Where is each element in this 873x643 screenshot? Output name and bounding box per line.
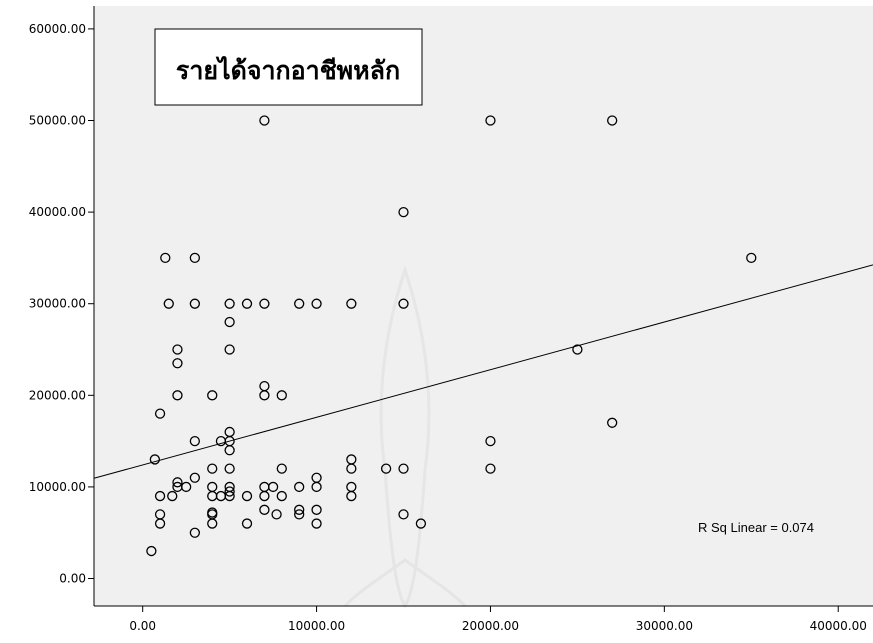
data-point — [154, 490, 166, 502]
data-point — [259, 298, 270, 309]
data-point — [259, 504, 270, 515]
data-point — [276, 390, 287, 401]
data-point — [224, 490, 235, 502]
data-point — [259, 490, 270, 502]
data-point — [485, 463, 496, 474]
y-tick-label: 60000.00 — [29, 22, 86, 36]
data-point — [189, 435, 201, 447]
data-point — [311, 504, 322, 515]
data-point — [294, 298, 305, 309]
data-point — [346, 298, 357, 309]
data-point — [398, 509, 409, 520]
x-tick-label: 10000.00 — [288, 619, 345, 633]
data-point — [172, 358, 183, 369]
data-point — [224, 298, 235, 309]
data-point — [224, 445, 235, 456]
r-squared-label: R Sq Linear = 0.074 — [698, 520, 814, 535]
data-point — [746, 252, 757, 264]
x-tick-label: 20000.00 — [462, 619, 519, 633]
regression-line — [93, 264, 873, 479]
data-point — [607, 417, 618, 428]
data-point — [346, 463, 357, 474]
fit-line-group — [93, 264, 873, 479]
y-tick-label: 20000.00 — [29, 388, 86, 402]
data-point — [276, 463, 287, 474]
data-point — [172, 390, 183, 401]
data-point — [485, 115, 496, 126]
x-tick-label: 0.00 — [129, 619, 156, 633]
data-point — [241, 490, 253, 502]
data-point — [572, 344, 583, 355]
data-point — [224, 463, 235, 474]
data-points — [146, 115, 757, 557]
data-point — [167, 490, 178, 502]
data-point — [380, 463, 392, 474]
data-point — [485, 435, 496, 447]
data-point — [311, 518, 322, 529]
data-point — [294, 481, 305, 493]
data-point — [149, 454, 161, 465]
data-point — [189, 472, 201, 483]
y-tick-label: 30000.00 — [29, 297, 86, 311]
data-point — [154, 408, 166, 419]
data-point — [189, 252, 201, 264]
data-point — [154, 518, 166, 529]
data-point — [415, 518, 427, 529]
title-box: รายได้จากอาชีพหลัก — [154, 28, 423, 106]
data-point — [207, 463, 218, 474]
data-point — [259, 390, 270, 401]
data-point — [160, 252, 171, 264]
data-point — [294, 509, 305, 520]
data-point — [241, 298, 253, 309]
data-point — [241, 518, 253, 529]
data-point — [398, 206, 409, 218]
chart-title: รายได้จากอาชีพหลัก — [176, 55, 400, 85]
data-point — [271, 509, 282, 520]
y-tick-label: 40000.00 — [29, 205, 86, 219]
data-point — [267, 481, 279, 493]
x-tick-label: 30000.00 — [636, 619, 693, 633]
data-point — [311, 298, 322, 309]
data-point — [172, 477, 183, 488]
data-point — [311, 481, 322, 493]
data-point — [163, 298, 174, 309]
y-tick-label: 0.00 — [59, 572, 86, 586]
data-point — [276, 490, 287, 502]
data-point — [259, 115, 270, 126]
y-tick-label: 10000.00 — [29, 480, 86, 494]
x-ticks: 0.00 10000.00 20000.00 30000.00 40000.00 — [129, 606, 867, 633]
data-point — [607, 115, 618, 126]
x-tick-label: 40000.00 — [810, 619, 867, 633]
data-point — [398, 298, 409, 309]
data-point — [172, 344, 183, 355]
y-ticks: 0.00 10000.00 20000.00 30000.00 40000.00 5000… — [29, 22, 94, 586]
data-point — [207, 390, 218, 401]
data-point — [181, 481, 192, 493]
data-point — [224, 486, 235, 497]
y-tick-label: 50000.00 — [29, 114, 86, 128]
data-point — [224, 344, 235, 355]
data-point — [294, 504, 305, 515]
data-point — [189, 527, 201, 538]
data-point — [207, 518, 218, 529]
data-point — [346, 490, 357, 502]
plot-area — [94, 6, 873, 606]
axes — [93, 6, 873, 607]
data-point — [224, 316, 235, 328]
data-point — [146, 545, 157, 557]
data-point — [189, 298, 201, 309]
data-point — [398, 463, 409, 474]
